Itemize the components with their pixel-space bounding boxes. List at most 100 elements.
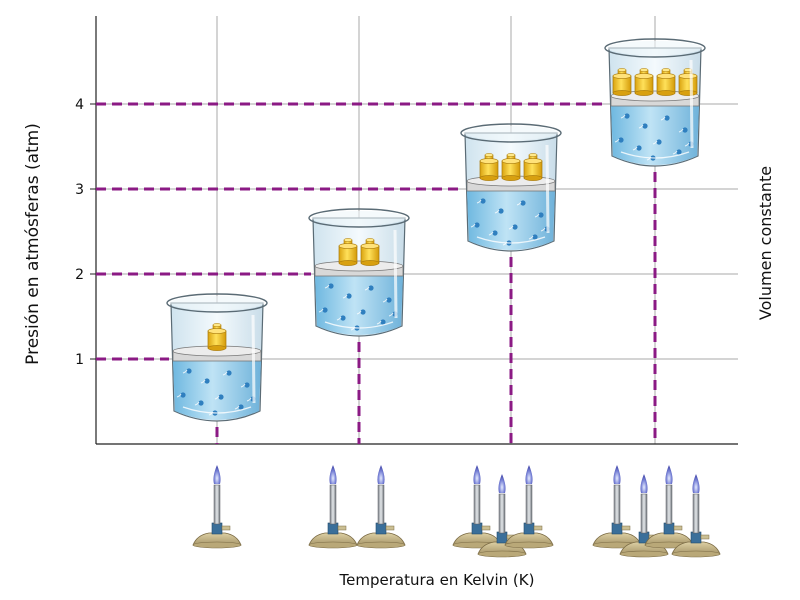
burner-valve bbox=[471, 522, 483, 535]
gas-particle bbox=[474, 222, 480, 228]
gas-particle bbox=[226, 370, 232, 376]
bunsen-burner bbox=[356, 465, 406, 549]
burner-valve bbox=[663, 522, 675, 535]
gas-particle bbox=[498, 208, 504, 214]
gas-particle bbox=[480, 198, 486, 204]
gas-particle bbox=[642, 123, 648, 129]
burner-tube bbox=[377, 484, 385, 525]
burner-tube bbox=[498, 493, 506, 534]
beaker bbox=[166, 293, 268, 422]
gas-particle bbox=[180, 392, 186, 398]
guide-lines bbox=[96, 102, 657, 444]
y-tick-label: 3 bbox=[75, 182, 84, 198]
bunsen-burner bbox=[671, 474, 721, 558]
gas-particle bbox=[244, 382, 250, 388]
gas-particle bbox=[520, 200, 526, 206]
gas-particle bbox=[368, 285, 374, 291]
bunsen-burner bbox=[308, 465, 358, 549]
bunsen-burner bbox=[192, 465, 242, 549]
gas-particle bbox=[218, 394, 224, 400]
flame bbox=[665, 465, 673, 484]
beaker bbox=[308, 208, 410, 337]
gas-particle bbox=[492, 230, 498, 236]
gas-particle bbox=[532, 234, 538, 240]
flame bbox=[473, 465, 481, 484]
y-tick-label: 4 bbox=[75, 97, 84, 113]
burner-valve bbox=[211, 522, 223, 535]
gas-particle bbox=[656, 139, 662, 145]
gas-particle bbox=[682, 127, 688, 133]
weight bbox=[523, 153, 543, 181]
flame bbox=[692, 474, 700, 493]
bunsen-burner bbox=[477, 474, 527, 558]
gas-particle bbox=[186, 368, 192, 374]
burner-valve bbox=[523, 522, 535, 535]
beaker-rim bbox=[460, 123, 562, 143]
gas-particle bbox=[618, 137, 624, 143]
weight bbox=[338, 238, 358, 266]
burner-valve bbox=[611, 522, 623, 535]
gas-particle bbox=[676, 149, 682, 155]
y-axis-label: Presión en atmósferas (atm) bbox=[23, 123, 43, 365]
flame bbox=[377, 465, 385, 484]
flame bbox=[640, 474, 648, 493]
gas-particle bbox=[360, 309, 366, 315]
beaker-rim bbox=[166, 293, 268, 313]
gas-particle bbox=[322, 307, 328, 313]
gas-particle bbox=[380, 319, 386, 325]
gas-region bbox=[611, 106, 699, 165]
weight bbox=[501, 153, 521, 181]
burner-tube bbox=[525, 484, 533, 525]
beaker bbox=[460, 123, 562, 252]
flame bbox=[525, 465, 533, 484]
flame bbox=[498, 474, 506, 493]
burner-tube bbox=[213, 484, 221, 525]
gas-particle bbox=[204, 378, 210, 384]
gas-particle bbox=[538, 212, 544, 218]
gas-particle bbox=[636, 145, 642, 151]
gas-particle bbox=[340, 315, 346, 321]
gas-particle bbox=[238, 404, 244, 410]
bunsen-burner bbox=[592, 465, 642, 549]
weight bbox=[360, 238, 380, 266]
burner-tube bbox=[692, 493, 700, 534]
gas-region bbox=[315, 276, 403, 335]
burner-tube bbox=[665, 484, 673, 525]
gas-region bbox=[173, 361, 261, 420]
beaker-rim bbox=[308, 208, 410, 228]
gas-particle bbox=[664, 115, 670, 121]
burner-tube bbox=[640, 493, 648, 534]
burners bbox=[192, 465, 721, 558]
beaker bbox=[604, 38, 706, 167]
gas-particle bbox=[198, 400, 204, 406]
beakers bbox=[166, 38, 706, 422]
gas-particle bbox=[624, 113, 630, 119]
flame bbox=[213, 465, 221, 484]
gas-particle bbox=[346, 293, 352, 299]
gas-particle bbox=[328, 283, 334, 289]
gas-particle bbox=[386, 297, 392, 303]
bunsen-burner bbox=[504, 465, 554, 549]
weight bbox=[612, 68, 632, 96]
burner-tube bbox=[329, 484, 337, 525]
burner-valve bbox=[690, 531, 702, 544]
burner-valve bbox=[496, 531, 508, 544]
burner-valve bbox=[375, 522, 387, 535]
y-tick-label: 2 bbox=[75, 267, 84, 283]
weight bbox=[207, 323, 227, 351]
x-axis-label: Temperatura en Kelvin (K) bbox=[339, 571, 535, 589]
burner-tube bbox=[473, 484, 481, 525]
axes bbox=[95, 16, 738, 445]
flame bbox=[329, 465, 337, 484]
gas-region bbox=[467, 191, 555, 250]
beaker-rim bbox=[604, 38, 706, 58]
y-tick-label: 1 bbox=[75, 352, 84, 368]
weight bbox=[656, 68, 676, 96]
gas-particle bbox=[512, 224, 518, 230]
flame bbox=[613, 465, 621, 484]
weight bbox=[479, 153, 499, 181]
y-tick-labels: 1 2 3 4 bbox=[75, 97, 96, 368]
burner-valve bbox=[327, 522, 339, 535]
weight bbox=[634, 68, 654, 96]
